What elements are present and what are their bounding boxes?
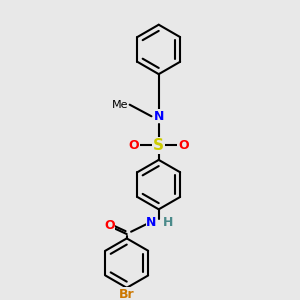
Text: H: H <box>163 216 173 229</box>
Text: Br: Br <box>119 288 135 300</box>
Text: O: O <box>129 139 139 152</box>
Text: N: N <box>146 216 157 229</box>
Text: N: N <box>154 110 164 123</box>
Text: S: S <box>153 138 164 153</box>
Text: Me: Me <box>112 100 128 110</box>
Text: O: O <box>178 139 189 152</box>
Text: O: O <box>104 219 115 232</box>
